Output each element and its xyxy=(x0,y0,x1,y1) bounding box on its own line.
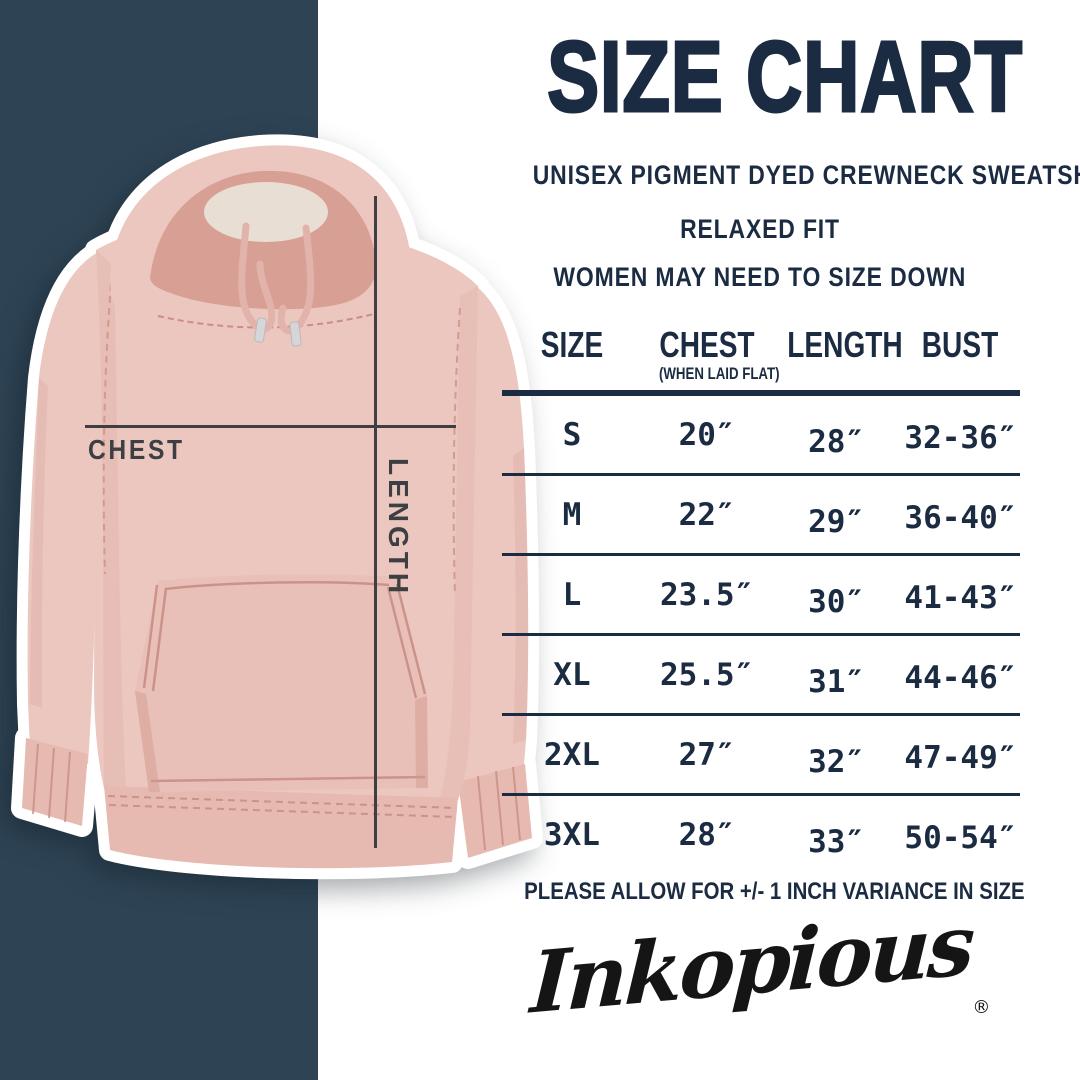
brand-logo-text: Inkopious xyxy=(527,894,975,1033)
length-cell: 31″ xyxy=(808,663,865,700)
info-panel: SIZE CHART UNISEX PIGMENT DYED CREWNECK … xyxy=(480,0,1080,1080)
chest-cell: 27″ xyxy=(678,736,735,773)
page-title: SIZE CHART xyxy=(480,21,1040,133)
variance-note: PLEASE ALLOW FOR +/- 1 INCH VARIANCE IN … xyxy=(524,878,1025,905)
bust-cell: 50-54″ xyxy=(904,819,1017,856)
chest-cell: 28″ xyxy=(678,816,735,853)
length-cell: 28″ xyxy=(808,423,865,460)
column-header-chest: CHEST (WHEN LAID FLAT) xyxy=(642,326,780,384)
chest-subnote: (WHEN LAID FLAT) xyxy=(658,364,780,383)
size-cell: 3XL xyxy=(543,816,600,853)
size-cell: 2XL xyxy=(543,736,600,773)
size-table: SIZE CHEST (WHEN LAID FLAT) LENGTH BUST … xyxy=(502,322,1020,873)
bust-cell: 41-43″ xyxy=(904,579,1017,616)
length-cell: 33″ xyxy=(808,823,865,860)
subtitle-product: UNISEX PIGMENT DYED CREWNECK SWEATSHIRT xyxy=(532,160,1080,190)
size-cell: XL xyxy=(553,656,591,693)
bust-cell: 44-46″ xyxy=(904,659,1017,696)
size-cell: S xyxy=(562,416,582,453)
bust-cell: 32-36″ xyxy=(904,419,1017,456)
hoodie-illustration xyxy=(11,134,543,880)
size-table-header: SIZE CHEST (WHEN LAID FLAT) LENGTH BUST xyxy=(502,322,1020,396)
column-header-length: LENGTH xyxy=(787,324,904,365)
length-measure-label: LENGTH xyxy=(383,458,414,598)
bust-cell: 47-49″ xyxy=(904,739,1017,776)
length-cell: 29″ xyxy=(808,503,865,540)
length-measure-line xyxy=(374,196,377,848)
column-header-size: SIZE xyxy=(540,324,604,365)
length-cell: 32″ xyxy=(808,743,865,780)
chest-cell: 22″ xyxy=(678,496,735,533)
subtitle-sizing-advice: WOMEN MAY NEED TO SIZE DOWN xyxy=(553,262,967,292)
size-row-2xl: 2XL 27″ 32″ 47-49″ xyxy=(502,716,1020,796)
brand-logo: Inkopious® xyxy=(480,894,1040,1032)
subtitle-fit: RELAXED FIT xyxy=(680,214,840,244)
size-row-m: M 22″ 29″ 36-40″ xyxy=(502,476,1020,556)
hoodie-photo: CHEST LENGTH xyxy=(8,126,548,890)
bust-cell: 36-40″ xyxy=(904,499,1017,536)
size-row-l: L 23.5″ 30″ 41-43″ xyxy=(502,556,1020,636)
size-row-xl: XL 25.5″ 31″ 44-46″ xyxy=(502,636,1020,716)
size-cell: L xyxy=(562,576,582,613)
page-title-text: SIZE CHART xyxy=(546,21,1023,133)
size-row-3xl: 3XL 28″ 33″ 50-54″ xyxy=(502,796,1020,873)
chest-cell: 23.5″ xyxy=(659,576,754,613)
chest-measure-label: CHEST xyxy=(88,434,185,465)
size-row-s: S 20″ 28″ 32-36″ xyxy=(502,396,1020,476)
chest-cell: 25.5″ xyxy=(659,656,754,693)
chest-measure-line xyxy=(85,425,456,428)
size-cell: M xyxy=(562,496,582,533)
length-cell: 30″ xyxy=(808,583,865,620)
registered-trademark-symbol: ® xyxy=(972,997,991,1018)
chest-cell: 20″ xyxy=(678,416,735,453)
column-header-bust: BUST xyxy=(922,324,999,365)
